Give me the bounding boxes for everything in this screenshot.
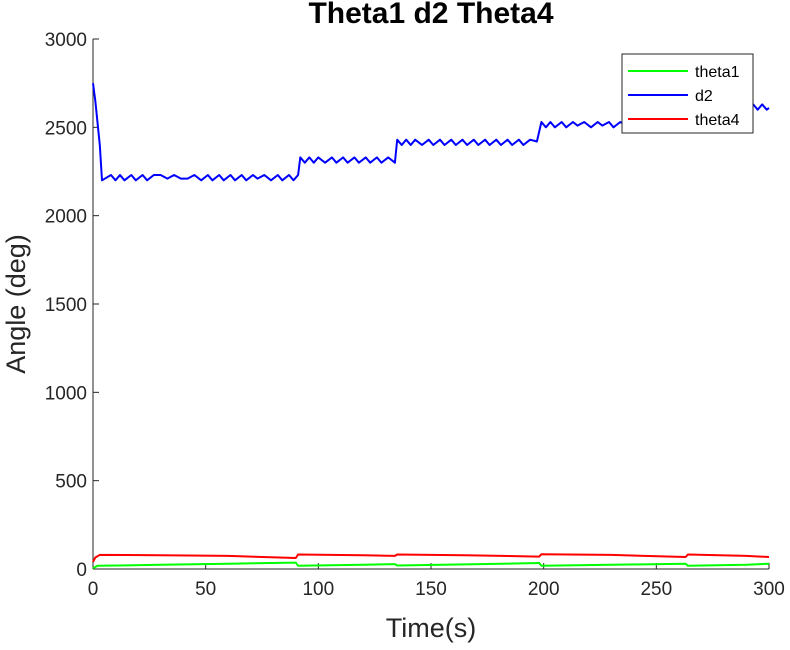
x-tick-label: 250 bbox=[640, 579, 672, 600]
x-tick-label: 150 bbox=[415, 579, 447, 600]
x-axis-label: Time(s) bbox=[386, 613, 476, 643]
y-tick-label: 2500 bbox=[45, 118, 87, 139]
legend-label-theta4: theta4 bbox=[695, 112, 740, 129]
y-tick-label: 1500 bbox=[45, 295, 87, 316]
y-tick-label: 3000 bbox=[45, 30, 87, 51]
series-lines bbox=[92, 83, 770, 569]
y-tick-label: 1000 bbox=[45, 383, 87, 404]
legend-label-theta1: theta1 bbox=[695, 64, 740, 81]
chart-title: Theta1 d2 Theta4 bbox=[308, 0, 553, 30]
x-tick-label: 0 bbox=[88, 579, 99, 600]
legend: theta1 d2 theta4 bbox=[621, 53, 754, 134]
legend-label-d2: d2 bbox=[695, 88, 713, 105]
x-tick-label: 50 bbox=[195, 579, 216, 600]
y-tick-label: 2000 bbox=[45, 207, 87, 228]
series-line-theta4 bbox=[92, 553, 770, 563]
x-tick-label: 300 bbox=[753, 579, 785, 600]
y-tick-label: 0 bbox=[76, 560, 87, 581]
axes: 0 50 100 150 200 250 3000500100015002000250030… bbox=[45, 30, 785, 600]
series-line-theta1 bbox=[92, 561, 770, 569]
y-tick-label: 500 bbox=[55, 472, 87, 493]
x-tick-label: 100 bbox=[302, 579, 334, 600]
y-axis-label: Angle (deg) bbox=[1, 234, 31, 374]
x-tick-label: 200 bbox=[528, 579, 560, 600]
